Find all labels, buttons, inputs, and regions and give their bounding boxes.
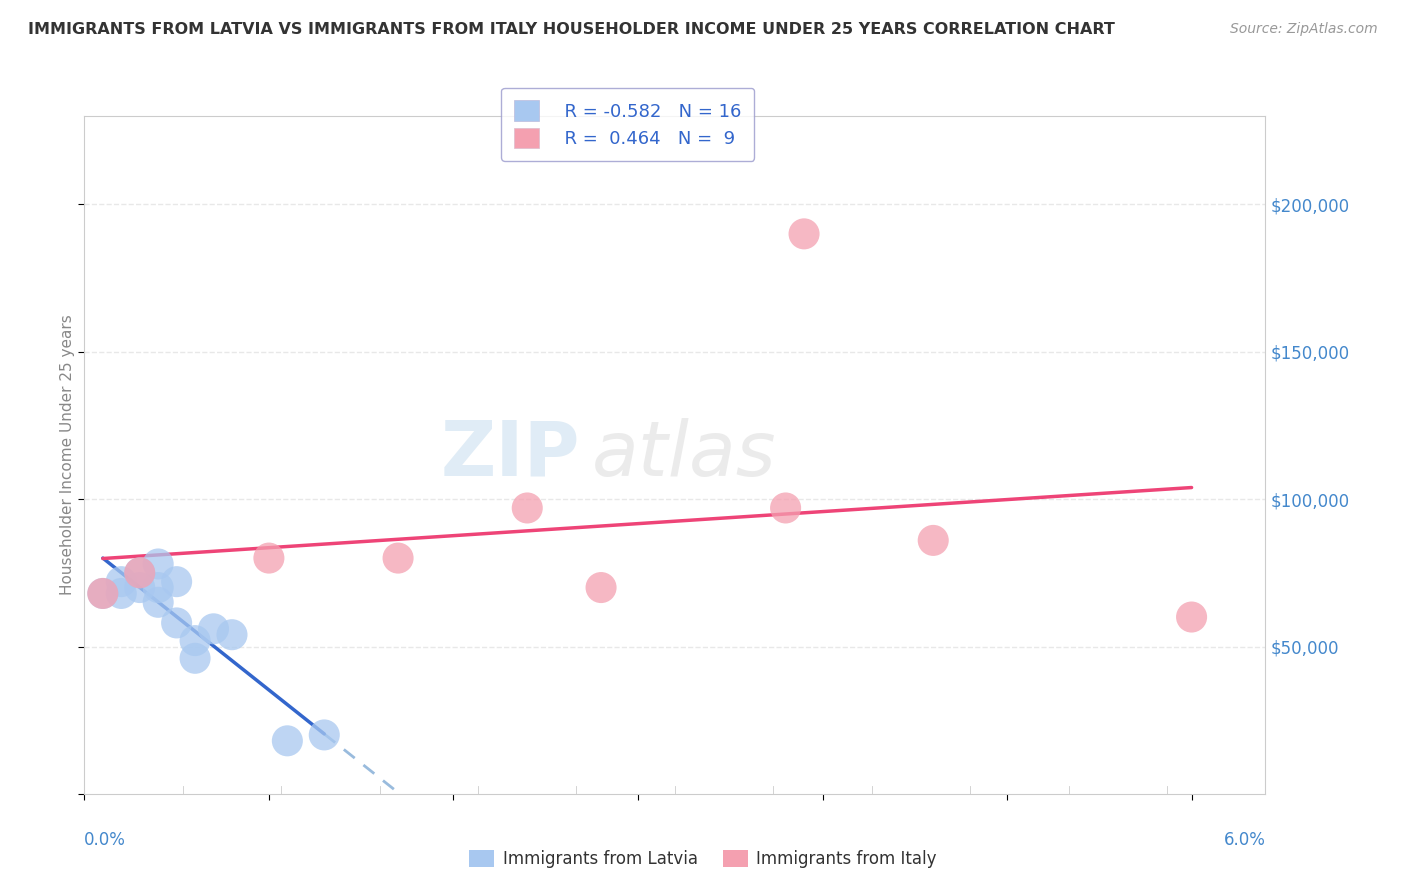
Point [184,633,207,648]
Legend:   R = -0.582   N = 16,   R =  0.464   N =  9: R = -0.582 N = 16, R = 0.464 N = 9 [501,87,755,161]
Point [1181,610,1204,624]
Point [166,615,188,630]
Text: ZIP: ZIP [441,418,581,491]
Y-axis label: Householder Income Under 25 years: Householder Income Under 25 years [60,315,75,595]
Point [166,574,188,589]
Point [257,551,280,566]
Point [110,574,132,589]
Text: atlas: atlas [592,418,776,491]
Legend: Immigrants from Latvia, Immigrants from Italy: Immigrants from Latvia, Immigrants from … [463,843,943,875]
Point [516,500,538,515]
Point [91,586,114,600]
Point [775,500,797,515]
Text: 0.0%: 0.0% [84,831,127,849]
Point [148,581,170,595]
Point [793,227,815,241]
Text: Source: ZipAtlas.com: Source: ZipAtlas.com [1230,22,1378,37]
Text: 6.0%: 6.0% [1223,831,1265,849]
Point [922,533,945,548]
Point [110,586,132,600]
Point [221,628,243,642]
Point [128,566,150,580]
Point [128,566,150,580]
Point [148,557,170,571]
Point [128,581,150,595]
Point [387,551,409,566]
Point [91,586,114,600]
Point [591,581,613,595]
Point [314,728,336,742]
Point [202,622,225,636]
Point [276,734,298,748]
Point [148,595,170,609]
Text: IMMIGRANTS FROM LATVIA VS IMMIGRANTS FROM ITALY HOUSEHOLDER INCOME UNDER 25 YEAR: IMMIGRANTS FROM LATVIA VS IMMIGRANTS FRO… [28,22,1115,37]
Point [184,651,207,665]
